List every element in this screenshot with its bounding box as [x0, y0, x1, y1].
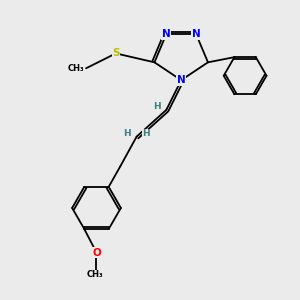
Text: H: H: [142, 129, 150, 138]
Text: N: N: [192, 29, 200, 39]
Text: N: N: [162, 29, 171, 39]
Text: H: H: [153, 102, 160, 111]
Text: CH₃: CH₃: [68, 64, 85, 73]
Text: O: O: [92, 248, 101, 257]
Text: N: N: [177, 75, 186, 85]
Text: S: S: [112, 48, 120, 59]
Text: CH₃: CH₃: [87, 270, 103, 279]
Text: H: H: [123, 129, 131, 138]
